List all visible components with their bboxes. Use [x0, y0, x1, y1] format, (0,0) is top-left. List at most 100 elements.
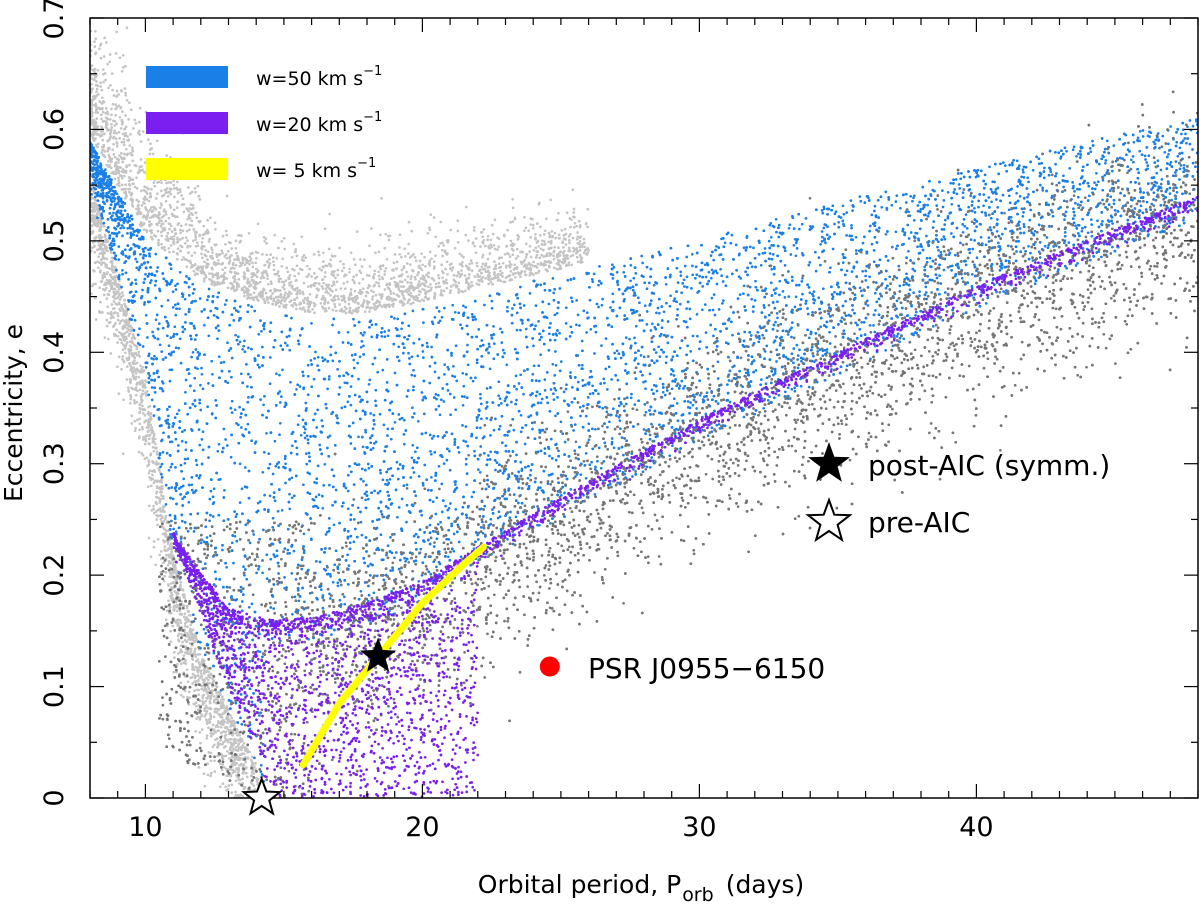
data-point [169, 181, 173, 184]
data-point [400, 268, 404, 272]
data-point [135, 176, 138, 180]
data-point [169, 237, 173, 240]
data-point [108, 320, 112, 324]
data-point [115, 30, 119, 34]
data-point [537, 269, 541, 273]
data-point [563, 249, 566, 253]
data-point [144, 391, 148, 394]
data-point [99, 269, 102, 273]
data-point [164, 532, 168, 536]
data-point [91, 205, 95, 209]
data-point [417, 293, 421, 297]
data-point [114, 114, 118, 117]
data-point [363, 310, 367, 314]
data-point [265, 253, 269, 257]
data-point [482, 238, 486, 242]
data-point [158, 501, 162, 504]
data-point [160, 189, 163, 193]
data-point [349, 251, 353, 255]
data-point [153, 442, 157, 446]
data-point [529, 255, 533, 259]
data-point [98, 311, 102, 315]
data-point [377, 250, 381, 254]
data-point [402, 296, 406, 300]
data-point [481, 267, 485, 271]
data-point [258, 280, 262, 284]
data-point [127, 138, 131, 142]
data-point [213, 710, 217, 714]
data-point [207, 726, 210, 730]
data-point [134, 393, 138, 397]
data-point [193, 187, 197, 190]
data-point [168, 560, 172, 564]
data-point [576, 235, 580, 239]
data-point [535, 253, 539, 257]
data-point [264, 237, 268, 241]
data-point [161, 229, 165, 233]
data-point [107, 86, 110, 90]
data-point [488, 252, 492, 255]
data-point [139, 364, 142, 368]
data-point [578, 225, 582, 229]
data-point [185, 668, 189, 671]
data-point [135, 198, 139, 202]
data-point [244, 746, 248, 750]
data-point [458, 262, 462, 266]
data-point [324, 290, 328, 294]
data-point [254, 295, 257, 299]
data-point [140, 392, 144, 396]
data-point [172, 183, 176, 187]
data-point [269, 289, 273, 292]
data-point [237, 782, 241, 785]
data-point [251, 251, 254, 255]
data-point [101, 110, 105, 114]
data-point [267, 296, 271, 299]
data-point [552, 250, 556, 254]
data-point [146, 419, 150, 423]
data-point [310, 275, 313, 278]
data-point [579, 235, 583, 239]
data-point [383, 288, 387, 291]
data-point [505, 244, 509, 248]
data-point [201, 678, 204, 681]
data-point [557, 261, 560, 265]
data-point [115, 169, 118, 173]
data-point [202, 689, 206, 692]
data-point [182, 654, 186, 657]
data-point [404, 289, 408, 292]
data-point [481, 253, 485, 257]
data-point [205, 709, 209, 713]
data-point [463, 274, 467, 277]
data-point [115, 89, 119, 93]
data-point [277, 278, 281, 281]
data-point [273, 272, 277, 276]
data-point [225, 774, 229, 778]
data-point [121, 53, 125, 57]
data-point [101, 247, 104, 251]
data-point [239, 239, 243, 243]
data-point [557, 246, 560, 250]
data-point [183, 622, 187, 625]
data-point [224, 253, 228, 256]
data-point [179, 583, 182, 587]
data-point [452, 283, 455, 287]
data-point [210, 282, 214, 286]
data-point [196, 244, 200, 248]
data-point [129, 395, 133, 399]
data-point [273, 233, 277, 237]
data-point [538, 234, 542, 237]
data-point [195, 241, 199, 245]
data-point [298, 307, 302, 310]
data-point [123, 320, 127, 324]
data-point [411, 301, 415, 305]
data-point [486, 238, 489, 242]
data-point [339, 259, 342, 263]
data-point [326, 291, 330, 295]
data-point [280, 240, 284, 243]
data-point [103, 283, 106, 287]
data-point [100, 224, 103, 228]
data-point [555, 267, 559, 271]
data-point [249, 758, 253, 762]
data-point [207, 670, 210, 673]
